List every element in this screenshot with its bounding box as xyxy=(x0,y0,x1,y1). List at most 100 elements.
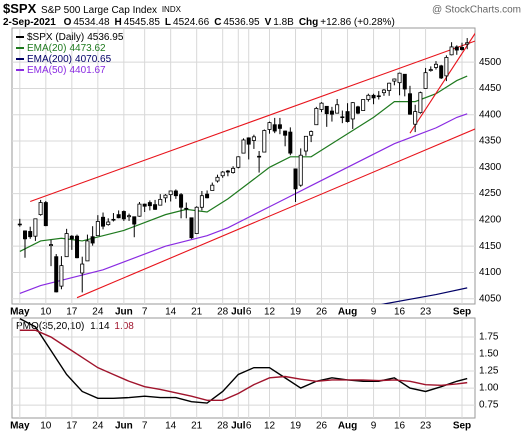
candle-body xyxy=(340,116,345,119)
candle-body xyxy=(54,256,59,293)
candle-body xyxy=(101,216,106,227)
source: @ StockCharts.com xyxy=(432,5,521,16)
change-label: Chg xyxy=(299,17,318,28)
candle-body xyxy=(59,265,64,287)
candle-body xyxy=(137,203,142,217)
pmo-signal-value: 1.08 xyxy=(114,321,134,332)
candle-body xyxy=(80,263,85,274)
x-tick-label: 26 xyxy=(316,421,328,431)
x-tick-label: 6 xyxy=(246,421,252,431)
quote-label: C xyxy=(214,17,221,28)
y-tick-label: 1.50 xyxy=(479,349,499,360)
candle-body xyxy=(454,46,459,51)
candle-body xyxy=(225,170,230,173)
x-tick-label: 10 xyxy=(40,307,52,318)
x-tick-label: 28 xyxy=(217,421,229,431)
candle-body xyxy=(43,202,48,227)
ema-line xyxy=(19,113,468,295)
pmo-value: 1.14 xyxy=(90,321,110,332)
exchange: INDX xyxy=(162,5,182,14)
candle-body xyxy=(189,217,194,239)
x-tick-label: 10 xyxy=(40,421,52,431)
x-tick-label: Aug xyxy=(338,421,357,431)
candle-body xyxy=(319,102,324,110)
x-tick-label: 12 xyxy=(264,421,276,431)
x-tick-label: 6 xyxy=(246,307,252,318)
trend-line xyxy=(76,128,475,299)
candle-body xyxy=(361,99,366,111)
x-tick-label: 21 xyxy=(191,421,203,431)
candle-body xyxy=(355,106,360,114)
candle-body xyxy=(397,72,402,84)
x-tick-label: 24 xyxy=(92,421,104,431)
candle-body xyxy=(444,57,449,77)
candle-body xyxy=(423,72,428,89)
candle-body xyxy=(158,198,163,206)
legend-entry: EMA(200) 4070.65 xyxy=(27,54,112,65)
x-tick-label: Jul xyxy=(231,421,246,431)
candle-body xyxy=(465,42,470,45)
x-tick-label: 17 xyxy=(66,307,78,318)
candle-body xyxy=(350,102,355,120)
y-tick-label: 1.75 xyxy=(479,332,499,343)
pmo-panel xyxy=(11,317,476,419)
quote-value: 4536.95 xyxy=(223,17,260,28)
candle-body xyxy=(459,47,464,50)
x-tick-label: Sep xyxy=(453,421,471,431)
candle-body xyxy=(309,131,314,136)
candle-body xyxy=(236,156,241,168)
candle-body xyxy=(251,136,256,141)
candle-body xyxy=(428,69,433,71)
candle-body xyxy=(449,46,454,56)
candle-body xyxy=(267,122,272,130)
x-tick-label: May xyxy=(10,307,30,318)
quote-line: 2-Sep-2021 O 4534.48 H 4545.85 L 4524.66 C 4536… xyxy=(3,17,395,28)
price-plot xyxy=(12,28,475,304)
candle-body xyxy=(262,130,267,153)
candle-body xyxy=(28,231,33,238)
candle-body xyxy=(210,184,215,191)
candle-body xyxy=(142,203,147,207)
pmo-label: PMO(35,20,10) xyxy=(16,321,84,332)
candle-body xyxy=(257,155,262,158)
candle-body xyxy=(17,223,22,226)
legend-value: 4070.65 xyxy=(75,54,112,65)
candle-body xyxy=(23,230,28,240)
candle-body xyxy=(184,207,189,210)
x-tick-label: 19 xyxy=(290,421,302,431)
candle-body xyxy=(153,204,158,210)
candle-body xyxy=(231,167,236,173)
y-tick-label: 4200 xyxy=(479,215,502,226)
candle-body xyxy=(381,89,386,94)
x-tick-label: 16 xyxy=(394,307,406,318)
candle-body xyxy=(407,93,412,115)
candle-body xyxy=(324,105,329,115)
candle-body xyxy=(277,124,282,129)
date: 2-Sep-2021 xyxy=(3,17,56,28)
candle-body xyxy=(147,202,152,207)
candle-body xyxy=(241,139,246,154)
y-tick-label: 0.75 xyxy=(479,400,499,411)
volume-value: 1.8B xyxy=(273,17,294,28)
x-tick-label: 14 xyxy=(165,421,177,431)
quote-label: O xyxy=(64,17,72,28)
candle-body xyxy=(179,194,184,208)
y-tick-label: 4500 xyxy=(479,57,502,68)
x-tick-label: Jul xyxy=(231,307,246,318)
x-tick-label: 23 xyxy=(420,307,432,318)
candle-body xyxy=(64,233,69,258)
candle-body xyxy=(246,137,251,145)
y-tick-label: 1.25 xyxy=(479,366,499,377)
pmo-legend: PMO(35,20,10) 1.14 1.08 xyxy=(16,321,134,332)
candle-body xyxy=(402,73,407,90)
candle-body xyxy=(121,211,126,220)
pmo-line xyxy=(19,329,468,402)
quote-label: L xyxy=(165,17,171,28)
candle-body xyxy=(220,171,225,177)
symbol: $SPX xyxy=(3,1,37,16)
x-tick-label: 12 xyxy=(264,307,276,318)
y-tick-label: 4050 xyxy=(479,293,502,304)
candle-body xyxy=(366,94,371,100)
legend-name: EMA(50) xyxy=(27,65,66,76)
quote-value: 4524.66 xyxy=(173,17,210,28)
